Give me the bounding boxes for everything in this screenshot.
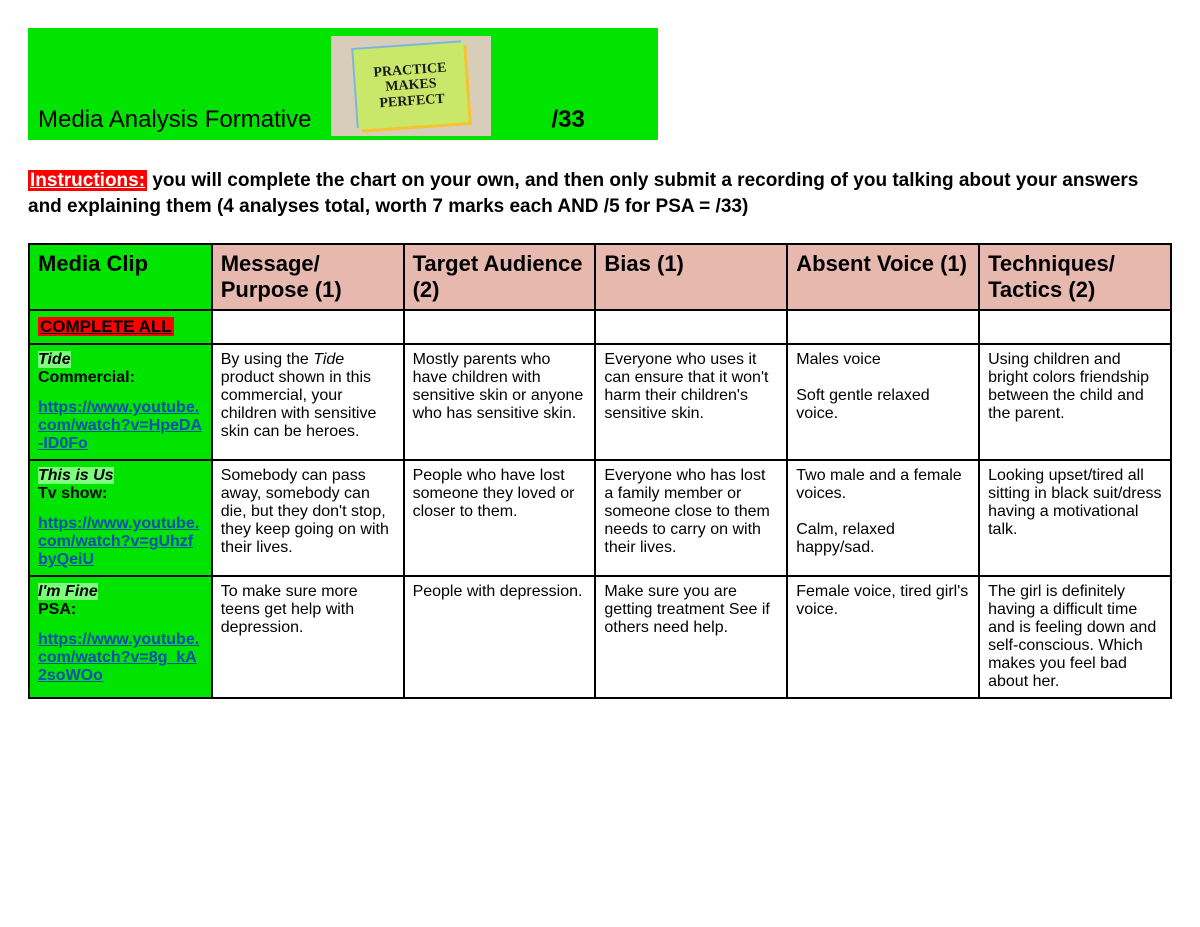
col-header-message: Message/ Purpose (1) [212, 244, 404, 310]
col-header-media-clip: Media Clip [29, 244, 212, 310]
table-row: TideCommercial: https://www.youtube.com/w… [29, 344, 1171, 460]
clip-title: I'm Fine [38, 583, 98, 600]
title-banner: Media Analysis Formative PRACTICEMAKESPE… [28, 28, 658, 140]
absent-cell: Males voiceSoft gentle relaxed voice. [787, 344, 979, 460]
bias-cell: Everyone who has lost a family member or… [595, 460, 787, 576]
banner-image: PRACTICEMAKESPERFECT [331, 36, 491, 136]
instructions-paragraph: Instructions: you will complete the char… [28, 168, 1172, 219]
techniques-cell: The girl is definitely having a difficul… [979, 576, 1171, 698]
clip-link[interactable]: https://www.youtube.com/watch?v=gUhzfbyQ… [38, 515, 203, 569]
audience-cell: People with depression. [404, 576, 596, 698]
instructions-label: Instructions: [28, 170, 147, 191]
audience-cell: People who have lost someone they loved … [404, 460, 596, 576]
media-clip-cell: This is UsTv show: https://www.youtube.co… [29, 460, 212, 576]
clip-type: Tv show: [38, 485, 203, 503]
table-row: This is UsTv show: https://www.youtube.co… [29, 460, 1171, 576]
analysis-table: Media Clip Message/ Purpose (1) Target A… [28, 243, 1172, 699]
col-header-bias: Bias (1) [595, 244, 787, 310]
techniques-cell: Using children and bright colors friends… [979, 344, 1171, 460]
complete-all-label: COMPLETE ALL [38, 317, 174, 336]
empty-cell [787, 310, 979, 344]
col-header-audience: Target Audience (2) [404, 244, 596, 310]
clip-title: This is Us [38, 467, 114, 484]
empty-cell [212, 310, 404, 344]
sticky-note-icon: PRACTICEMAKESPERFECT [354, 42, 469, 129]
clip-title: Tide [38, 351, 71, 368]
audience-cell: Mostly parents who have children with se… [404, 344, 596, 460]
empty-cell [404, 310, 596, 344]
message-cell: By using the Tide product shown in this … [212, 344, 404, 460]
clip-type: Commercial: [38, 369, 203, 387]
clip-type: PSA: [38, 601, 203, 619]
bias-cell: Everyone who uses it can ensure that it … [595, 344, 787, 460]
clip-link[interactable]: https://www.youtube.com/watch?v=8g_kA2so… [38, 631, 203, 685]
complete-all-row: COMPLETE ALL [29, 310, 1171, 344]
media-clip-cell: TideCommercial: https://www.youtube.com/w… [29, 344, 212, 460]
page-title: Media Analysis Formative [38, 106, 311, 136]
col-header-techniques: Techniques/ Tactics (2) [979, 244, 1171, 310]
message-cell: To make sure more teens get help with de… [212, 576, 404, 698]
techniques-cell: Looking upset/tired all sitting in black… [979, 460, 1171, 576]
table-header-row: Media Clip Message/ Purpose (1) Target A… [29, 244, 1171, 310]
table-body: COMPLETE ALL TideCommercial: https://www.… [29, 310, 1171, 698]
empty-cell [595, 310, 787, 344]
score-total: /33 [551, 106, 584, 136]
empty-cell [979, 310, 1171, 344]
media-clip-cell: I'm FinePSA: https://www.youtube.com/watc… [29, 576, 212, 698]
absent-cell: Female voice, tired girl's voice. [787, 576, 979, 698]
col-header-absent: Absent Voice (1) [787, 244, 979, 310]
complete-all-cell: COMPLETE ALL [29, 310, 212, 344]
table-row: I'm FinePSA: https://www.youtube.com/watc… [29, 576, 1171, 698]
bias-cell: Make sure you are getting treatment See … [595, 576, 787, 698]
instructions-text: you will complete the chart on your own,… [28, 170, 1138, 217]
clip-link[interactable]: https://www.youtube.com/watch?v=HpeDA-ID… [38, 399, 203, 453]
absent-cell: Two male and a female voices.Calm, relax… [787, 460, 979, 576]
message-cell: Somebody can pass away, somebody can die… [212, 460, 404, 576]
